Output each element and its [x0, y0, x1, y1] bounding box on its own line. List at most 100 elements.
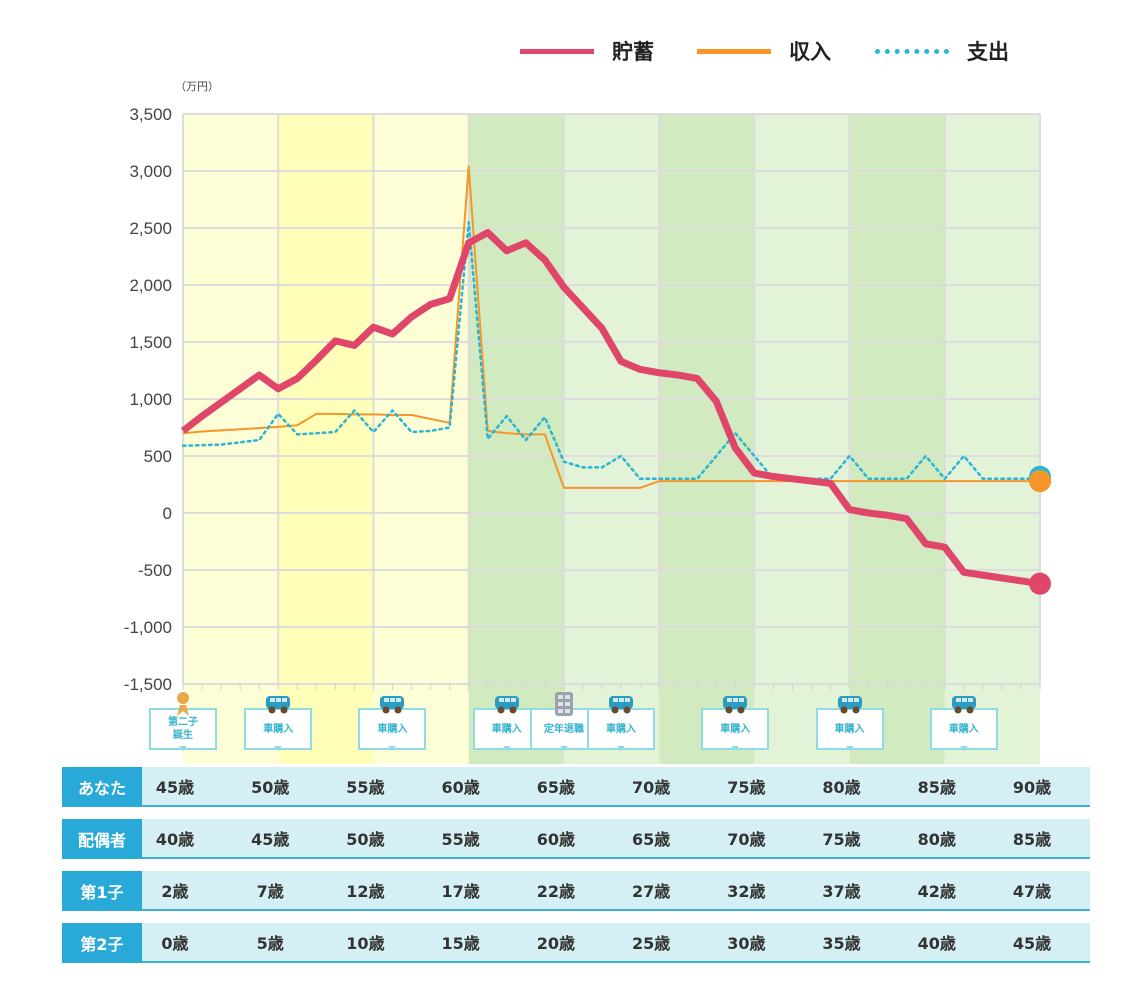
- table-cell: 7歳: [256, 882, 284, 901]
- y-tick-label: 500: [144, 447, 172, 466]
- event-label: 車購入: [834, 723, 865, 735]
- table-cell: 75歳: [822, 830, 861, 849]
- row-header: 第2子: [62, 923, 142, 963]
- legend-swatch: [875, 48, 949, 54]
- table-cell: 40歳: [155, 830, 195, 849]
- table-cell: 85歳: [1012, 830, 1052, 849]
- table-cell: 90歳: [1012, 778, 1052, 797]
- table-cell: 45歳: [251, 830, 290, 849]
- table-row: あなた 45歳 50歳 55歳 60歳 65歳 70歳 75歳 80歳 85歳 90歳: [62, 767, 1090, 807]
- car-icon: [720, 692, 750, 716]
- legend-item: 収入: [697, 36, 831, 66]
- table-cell: 50歳: [346, 830, 385, 849]
- table-cell: 2歳: [161, 882, 189, 901]
- table-cell: 85歳: [917, 778, 956, 797]
- table-cell: 30歳: [727, 934, 766, 953]
- event-label: 車購入: [377, 723, 408, 735]
- table-row: 第1子 2歳 7歳 12歳 17歳 22歳 27歳 32歳 37歳 42歳 47歳: [62, 871, 1090, 911]
- background-band: [849, 114, 945, 764]
- table-cell: 20歳: [536, 934, 576, 953]
- car-icon: [835, 692, 865, 716]
- table-cell: 0歳: [161, 934, 189, 953]
- legend-item: 貯蓄: [520, 36, 654, 66]
- table-cell: 25歳: [631, 934, 671, 953]
- background-band: [278, 114, 374, 764]
- event-label: 第二子 誕生: [168, 717, 198, 741]
- series-line-savings: [180, 229, 1041, 588]
- y-tick-label: 2,500: [129, 219, 172, 238]
- legend-label: 支出: [967, 40, 1009, 64]
- building-icon: [549, 692, 579, 716]
- event-label: 車購入: [263, 723, 294, 735]
- table-cell: 75歳: [727, 778, 766, 797]
- table-row: 配偶者 40歳 45歳 50歳 55歳 60歳 65歳 70歳 75歳 80歳 85歳: [62, 819, 1090, 859]
- table-cell: 5歳: [256, 934, 284, 953]
- table-cell: 45歳: [155, 778, 195, 797]
- y-tick-label: 1,000: [129, 390, 172, 409]
- legend-swatch: [697, 48, 771, 54]
- car-icon: [949, 692, 979, 716]
- background-band: [183, 114, 279, 764]
- event-marker[interactable]: 車購入: [929, 708, 998, 751]
- event-marker[interactable]: 定年退職: [529, 708, 598, 751]
- background-band: [659, 114, 755, 764]
- legend-label: 貯蓄: [612, 40, 654, 64]
- table-cell: 37歳: [822, 882, 861, 901]
- row-header: あなた: [62, 767, 142, 807]
- background-band: [754, 114, 850, 764]
- table-cell: 65歳: [631, 830, 671, 849]
- event-marker[interactable]: 車購入: [701, 708, 770, 751]
- legend-label: 収入: [789, 40, 831, 64]
- car-icon: [492, 692, 522, 716]
- event-label: 車購入: [491, 723, 522, 735]
- table-cell: 65歳: [536, 778, 576, 797]
- table-cell: 55歳: [346, 778, 385, 797]
- table-cell: 47歳: [1012, 882, 1052, 901]
- y-tick-label: 2,000: [129, 276, 172, 295]
- table-cell: 60歳: [441, 778, 480, 797]
- table-cell: 12歳: [346, 882, 385, 901]
- y-tick-label: 3,500: [129, 105, 172, 124]
- event-marker[interactable]: 第二子 誕生: [149, 708, 217, 751]
- legend-item: 支出: [875, 36, 1009, 66]
- y-tick-label: 3,000: [129, 162, 172, 181]
- car-icon: [263, 692, 293, 716]
- table-cell: 70歳: [631, 778, 671, 797]
- event-label: 定年退職: [543, 723, 584, 735]
- series-end-marker: [1029, 470, 1051, 493]
- car-icon: [377, 692, 407, 716]
- y-tick-label: -1,000: [124, 618, 172, 637]
- series-line-income: [182, 165, 1040, 489]
- table-row: 第2子 0歳 5歳 10歳 15歳 20歳 25歳 30歳 35歳 40歳 45歳: [62, 923, 1090, 963]
- table-cell: 70歳: [727, 830, 766, 849]
- event-marker[interactable]: 車購入: [815, 708, 884, 751]
- event-marker[interactable]: 車購入: [358, 708, 427, 751]
- table-cell: 40歳: [917, 934, 956, 953]
- table-cell: 80歳: [822, 778, 861, 797]
- background-band: [468, 114, 564, 764]
- series-line-expense: [181, 221, 1042, 481]
- table-cell: 50歳: [251, 778, 290, 797]
- table-cell: 15歳: [441, 934, 480, 953]
- y-tick-label: 1,500: [129, 333, 172, 352]
- table-cell: 35歳: [822, 934, 861, 953]
- y-axis-unit-label: （万円）: [175, 80, 219, 93]
- table-cell: 42歳: [917, 882, 956, 901]
- background-band: [944, 114, 1040, 764]
- table-cell: 55歳: [441, 830, 480, 849]
- y-tick-label: 0: [163, 504, 172, 523]
- y-tick-label: -500: [138, 561, 172, 580]
- background-band: [563, 114, 660, 764]
- event-label: 車購入: [720, 723, 751, 735]
- table-cell: 22歳: [536, 882, 576, 901]
- series-end-marker: [1029, 572, 1051, 595]
- person-icon: [168, 692, 198, 716]
- legend-swatch: [520, 48, 594, 54]
- table-cell: 60歳: [536, 830, 576, 849]
- event-label: 車購入: [948, 723, 979, 735]
- table-cell: 17歳: [441, 882, 480, 901]
- event-label: 車購入: [606, 723, 637, 735]
- row-header: 配偶者: [62, 819, 142, 859]
